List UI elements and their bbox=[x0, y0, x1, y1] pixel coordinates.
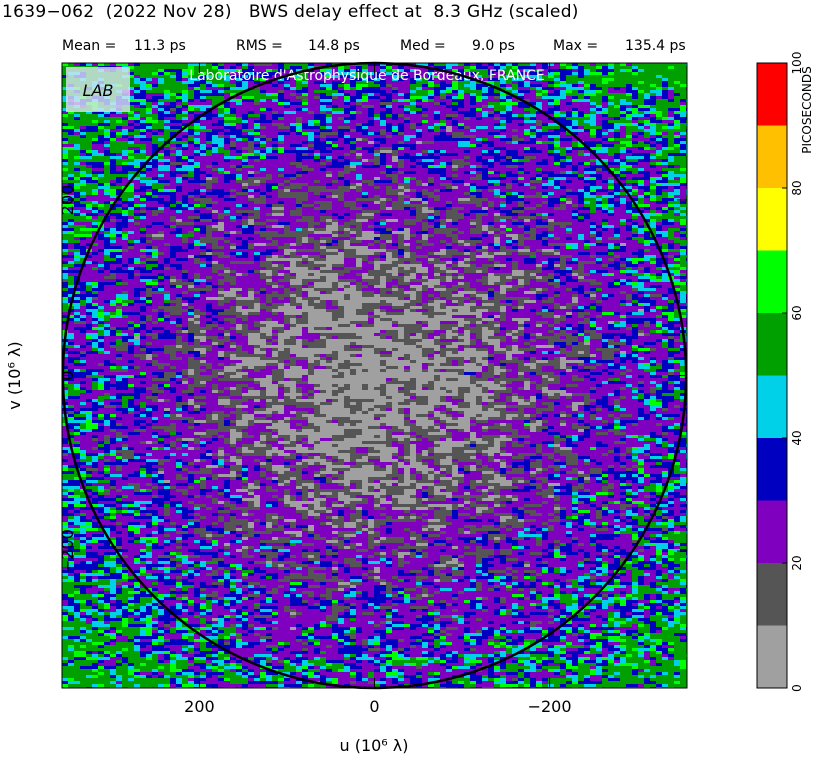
colorbar-band bbox=[757, 438, 787, 501]
colorbar-band bbox=[757, 313, 787, 376]
heatmap-cells bbox=[62, 63, 687, 688]
stat-label: Max = bbox=[553, 38, 598, 54]
watermark: Laboratoire d'Astrophysique de Bordeaux,… bbox=[189, 68, 544, 84]
logo-text: LAB bbox=[83, 81, 114, 100]
stat-value: 135.4 ps bbox=[625, 38, 686, 54]
heatmap bbox=[62, 63, 687, 688]
stat-label: RMS = bbox=[236, 38, 283, 54]
colorbar-band bbox=[757, 63, 787, 126]
chart-title: 1639−062 (2022 Nov 28) BWS delay effect … bbox=[2, 2, 579, 22]
stat-value: 14.8 ps bbox=[308, 38, 360, 54]
colorbar-frame bbox=[756, 62, 788, 689]
colorbar-band bbox=[757, 625, 787, 688]
colorbar-band bbox=[757, 250, 787, 313]
colorbar-band bbox=[757, 375, 787, 438]
heatmap-cells bbox=[62, 63, 687, 688]
stat-label: Med = bbox=[400, 38, 446, 54]
x-tick-label: 200 bbox=[184, 697, 215, 716]
x-tick-label: 0 bbox=[369, 697, 379, 716]
colorbar-label: PICOSECONDS bbox=[800, 66, 814, 153]
colorbar-tick-label: 40 bbox=[790, 430, 804, 445]
heatmap-cells bbox=[62, 63, 687, 688]
x-axis-label: u (10⁶ λ) bbox=[339, 736, 408, 755]
colorbar-tick-label: 80 bbox=[790, 180, 804, 195]
colorbar-tick-label: 20 bbox=[790, 555, 804, 570]
y-tick-label: 0 bbox=[58, 370, 77, 380]
y-tick-label: 200 bbox=[58, 185, 77, 216]
colorbar-tick-label: 100 bbox=[790, 52, 804, 75]
heatmap-cells bbox=[62, 63, 687, 688]
stat-value: 11.3 ps bbox=[134, 38, 186, 54]
heatmap-cells bbox=[62, 63, 687, 688]
colorbar-band bbox=[757, 563, 787, 626]
colorbar-tick-label: 60 bbox=[790, 305, 804, 320]
colorbar-tick-label: 0 bbox=[790, 684, 804, 692]
y-tick-label: −200 bbox=[58, 529, 77, 573]
x-tick-label: −200 bbox=[528, 697, 572, 716]
logo: LAB bbox=[66, 67, 130, 112]
stat-value: 9.0 ps bbox=[472, 38, 515, 54]
colorbar-band bbox=[757, 125, 787, 188]
colorbar-band bbox=[757, 500, 787, 563]
heatmap-cells bbox=[62, 63, 687, 688]
stat-label: Mean = bbox=[62, 38, 116, 54]
colorbar-band bbox=[757, 188, 787, 251]
y-axis-label: v (10⁶ λ) bbox=[5, 341, 24, 409]
